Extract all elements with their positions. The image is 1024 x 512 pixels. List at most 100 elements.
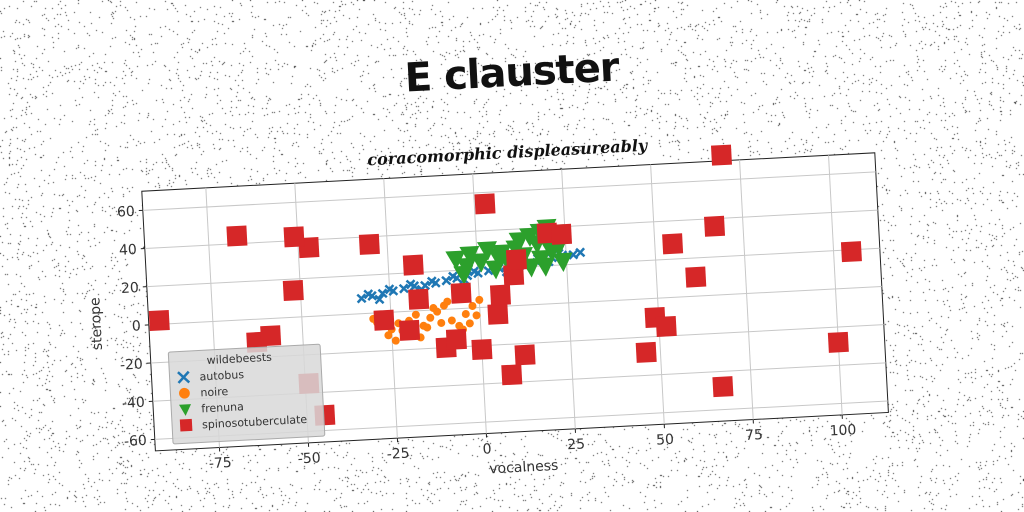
frenuna-point [534,257,555,277]
x-tick-label: 0 [482,441,492,457]
autobus-point [448,271,459,282]
x-tick-label: 100 [829,422,857,439]
noire-point [423,323,432,332]
x-tick-label: -25 [386,446,410,463]
data-marks [148,144,862,426]
noire-point [472,311,481,320]
frenuna-point [453,265,474,285]
noire-point [465,319,474,328]
spinosotuberculate-point [840,241,862,263]
frenuna-point [445,250,466,270]
spinosotuberculate-point [635,341,657,363]
spinosotuberculate-point [827,331,849,353]
legend-marker-autobus [177,370,191,384]
autobus-point [405,279,416,290]
spinosotuberculate-point [399,319,421,341]
x-axis-label: vocalness [489,458,559,478]
spinosotuberculate-point [358,233,380,255]
noire-point [461,309,470,318]
legend-label: spinosotuberculate [202,413,308,431]
spinosotuberculate-point [450,282,472,304]
legend: wildebeests autobus noirefrenunaspinosotu… [167,343,326,445]
frenuna-point [552,252,573,273]
x-tick-label: 75 [745,427,764,444]
x-grid-line [561,169,576,429]
frenuna-point [491,244,512,264]
spinosotuberculate-point [283,226,305,248]
noire-point [391,336,400,345]
autobus-point [441,275,452,286]
y-tick-label: -20 [120,356,144,373]
spinosotuberculate-point [551,223,573,245]
autobus-point [568,249,579,260]
autobus-point [374,294,385,305]
frenuna-point [459,245,480,266]
legend-box [167,343,326,445]
y-tick-label: 20 [121,280,140,297]
legend-marker-frenuna [179,404,192,416]
noire-point [384,331,393,340]
spinosotuberculate-point [408,288,430,310]
autobus-point [384,284,395,295]
legend-label: frenuna [201,400,244,415]
chart-subtitle: coracomorphic displeasureably [367,136,649,170]
noire-point [475,295,484,304]
spinosotuberculate-point [501,364,523,386]
spinosotuberculate-point [489,284,511,306]
autobus-point [398,283,409,294]
y-tick-label: 40 [119,242,138,259]
x-tick-label: 25 [567,436,586,453]
frenuna-point [505,239,526,260]
autobus-point [356,293,367,304]
y-grid-line [142,171,876,211]
y-axis-label: sterope [87,297,106,351]
y-tick-label: 60 [117,204,136,221]
spinosotuberculate-point [282,279,304,302]
frenuna-point [470,253,491,273]
y-tick-label: -60 [124,433,148,450]
spinosotuberculate-point [474,193,496,215]
autobus-point [575,247,586,258]
spinosotuberculate-point [373,309,395,331]
noire-point [437,318,446,327]
x-grid-line [383,178,398,439]
x-grid-line [828,155,843,415]
legend-marker-spinosotuberculate [179,418,193,432]
autobus-point [363,289,374,300]
legend-title: wildebeests [206,351,272,367]
spinosotuberculate-point [655,315,677,337]
x-tick-label: 50 [656,432,675,449]
spinosotuberculate-point [148,309,170,331]
noire-point [426,313,435,322]
y-grid-line [148,285,882,326]
spinosotuberculate-point [471,339,493,361]
y-tick-label: -40 [122,395,146,412]
axis-ticks: -75 -50 -25 0 25 50 75 100 -60 -40 -20 0 20 40 60 [117,204,857,472]
noire-point [429,304,438,313]
spinosotuberculate-point [712,376,734,398]
legend-marker-noire [179,387,190,399]
x-grid-line [650,164,665,425]
legend-label: noire [200,385,229,399]
spinosotuberculate-point [445,328,467,350]
x-tick-label: -50 [297,450,321,467]
spinosotuberculate-point [710,144,732,166]
spinosotuberculate-point [260,325,282,347]
noire-point [443,297,452,306]
x-grid-line [739,159,754,420]
legend-label: autobus [199,368,244,383]
noire-point [411,310,420,319]
y-grid-line [144,209,878,249]
spinosotuberculate-point [685,266,707,288]
spinosotuberculate-point [662,233,684,255]
noire-point [447,316,456,325]
noire-point [468,301,477,310]
y-tick-label: 0 [132,318,142,334]
autobus-point [377,288,388,299]
spinosotuberculate-point [505,249,527,271]
grid-lines [142,155,888,448]
frenuna-point [485,259,506,280]
spinosotuberculate-point [402,254,424,276]
spinosotuberculate-point [226,225,248,247]
spinosotuberculate-point [487,303,509,325]
